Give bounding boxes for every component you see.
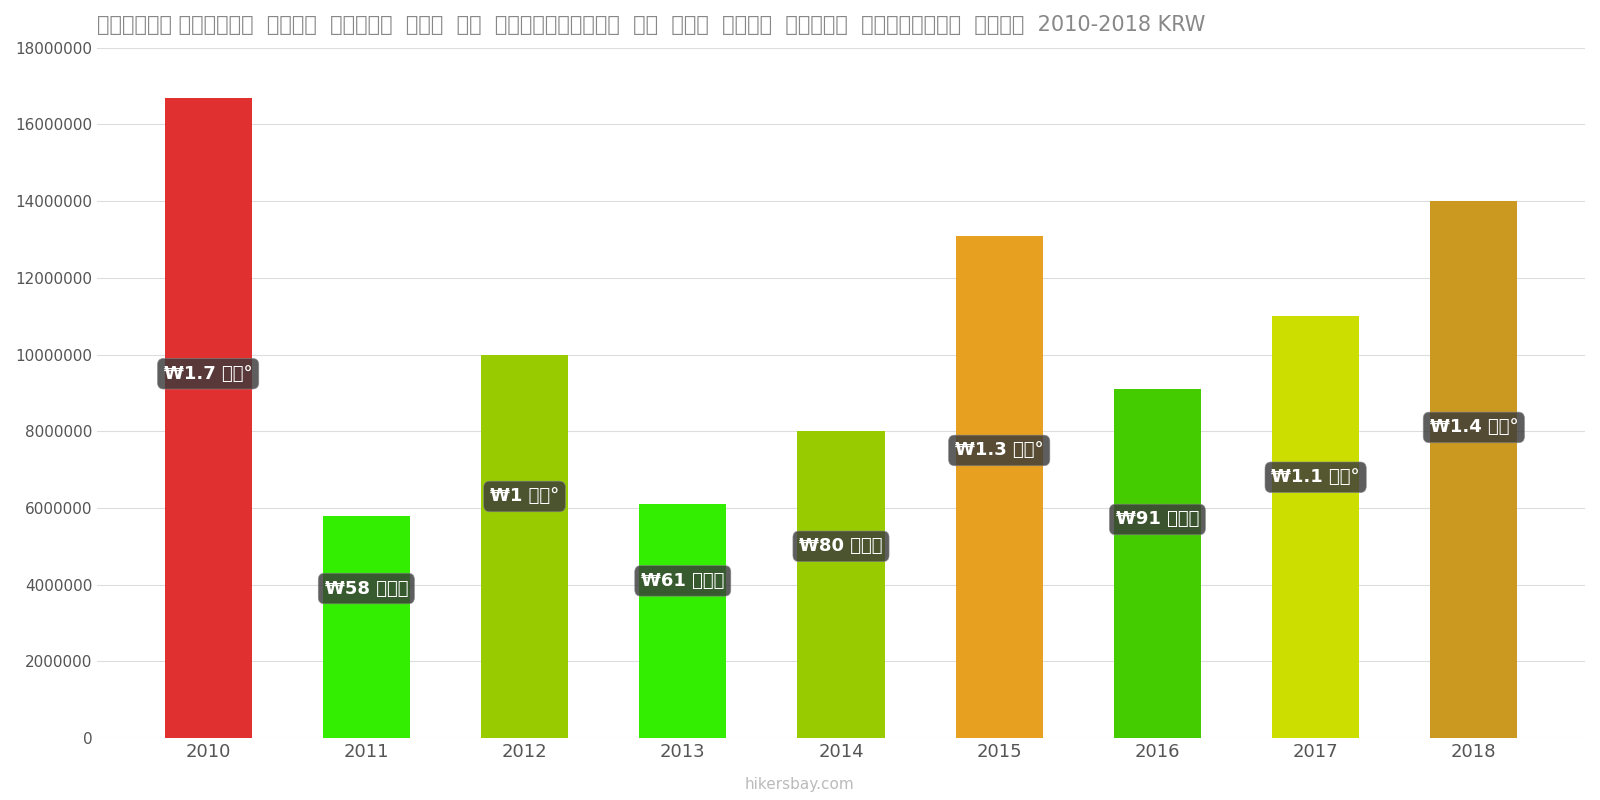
Text: ₩1.1 कं°: ₩1.1 कं°: [1272, 468, 1360, 486]
Bar: [640, 504, 726, 738]
Text: दक्षिण कोरिया  सिटी  सेंटर  में  एक  अपार्टमेंट  के  लिए  कीमत  प्रित  स्क्वायर : दक्षिण कोरिया सिटी सेंटर में एक अपार्टमे…: [98, 15, 1205, 35]
Text: ₩91 लाख: ₩91 लाख: [1115, 510, 1198, 529]
Bar: [1114, 389, 1202, 738]
Bar: [323, 516, 410, 738]
Text: ₩1 कं°: ₩1 कं°: [490, 487, 558, 506]
Bar: [797, 431, 885, 738]
Text: ₩1.7 कं°: ₩1.7 कं°: [163, 365, 253, 382]
Text: ₩1.4 कं°: ₩1.4 कं°: [1429, 418, 1518, 437]
Bar: [955, 236, 1043, 738]
Text: ₩58 लाख: ₩58 लाख: [325, 579, 408, 598]
Text: hikersbay.com: hikersbay.com: [746, 777, 854, 792]
Bar: [482, 354, 568, 738]
Text: ₩61 लाख: ₩61 लाख: [642, 572, 725, 590]
Text: ₩80 लाख: ₩80 लाख: [800, 538, 883, 555]
Bar: [165, 98, 251, 738]
Bar: [1272, 316, 1358, 738]
Bar: [1430, 201, 1517, 738]
Text: ₩1.3 कं°: ₩1.3 कं°: [955, 442, 1043, 459]
